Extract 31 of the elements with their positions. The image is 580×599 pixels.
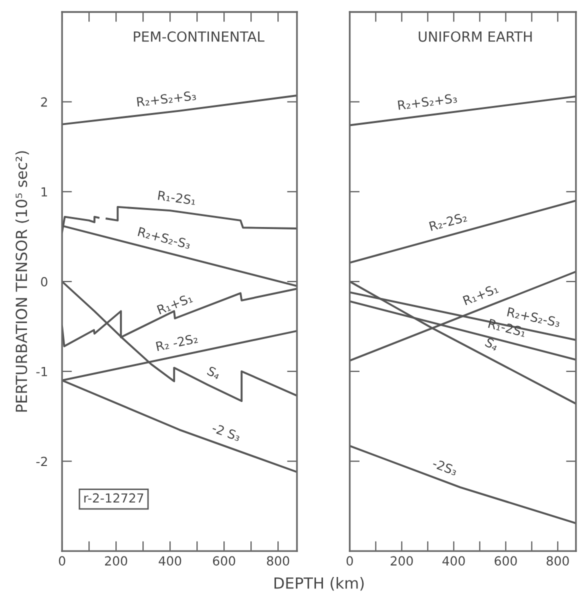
y-axis-title: PERTURBATION TENSOR (10⁵ sec²) [15, 151, 29, 412]
x-axis-title: DEPTH (km) [274, 577, 364, 591]
text: R₂+S₂+S₃ [398, 93, 458, 110]
x-tick-label: 600 [494, 556, 517, 566]
x-tick-label: 400 [442, 556, 465, 566]
text: S₄ [206, 366, 222, 380]
annotation: r-2-12727 [84, 493, 144, 503]
text: S₄ [484, 337, 500, 352]
x-tick-label: 800 [546, 556, 569, 566]
y-tick-label: 0 [41, 277, 48, 286]
text: -2 S₃ [212, 422, 242, 442]
x-tick-label: 600 [213, 556, 236, 566]
x-tick-label: 200 [390, 556, 413, 566]
y-tick-label: -1 [36, 367, 48, 376]
y-tick-label: 1 [42, 187, 48, 196]
x-tick-label: 200 [105, 556, 128, 566]
x-tick-label: 400 [158, 556, 182, 566]
text: R₁+S₁ [156, 293, 194, 315]
y-tick-label: 2 [41, 97, 47, 107]
text: R₁-2S₁ [158, 190, 196, 206]
x-tick-label: 0 [346, 556, 353, 566]
x-tick-label: 0 [58, 556, 66, 566]
text: -2S₃ [432, 458, 458, 476]
text: R₂ -2S₂ [156, 333, 198, 352]
text: R₁+S₁ [462, 284, 499, 306]
text: R₂+S₂+S₃ [136, 90, 196, 107]
text: UNIFORM EARTH [418, 31, 532, 42]
text: R₂-2S₂ [429, 212, 468, 232]
text: PEM-CONTINENTAL [134, 31, 264, 42]
y-tick-label: -2 [36, 456, 47, 466]
x-tick-label: 800 [266, 556, 290, 566]
